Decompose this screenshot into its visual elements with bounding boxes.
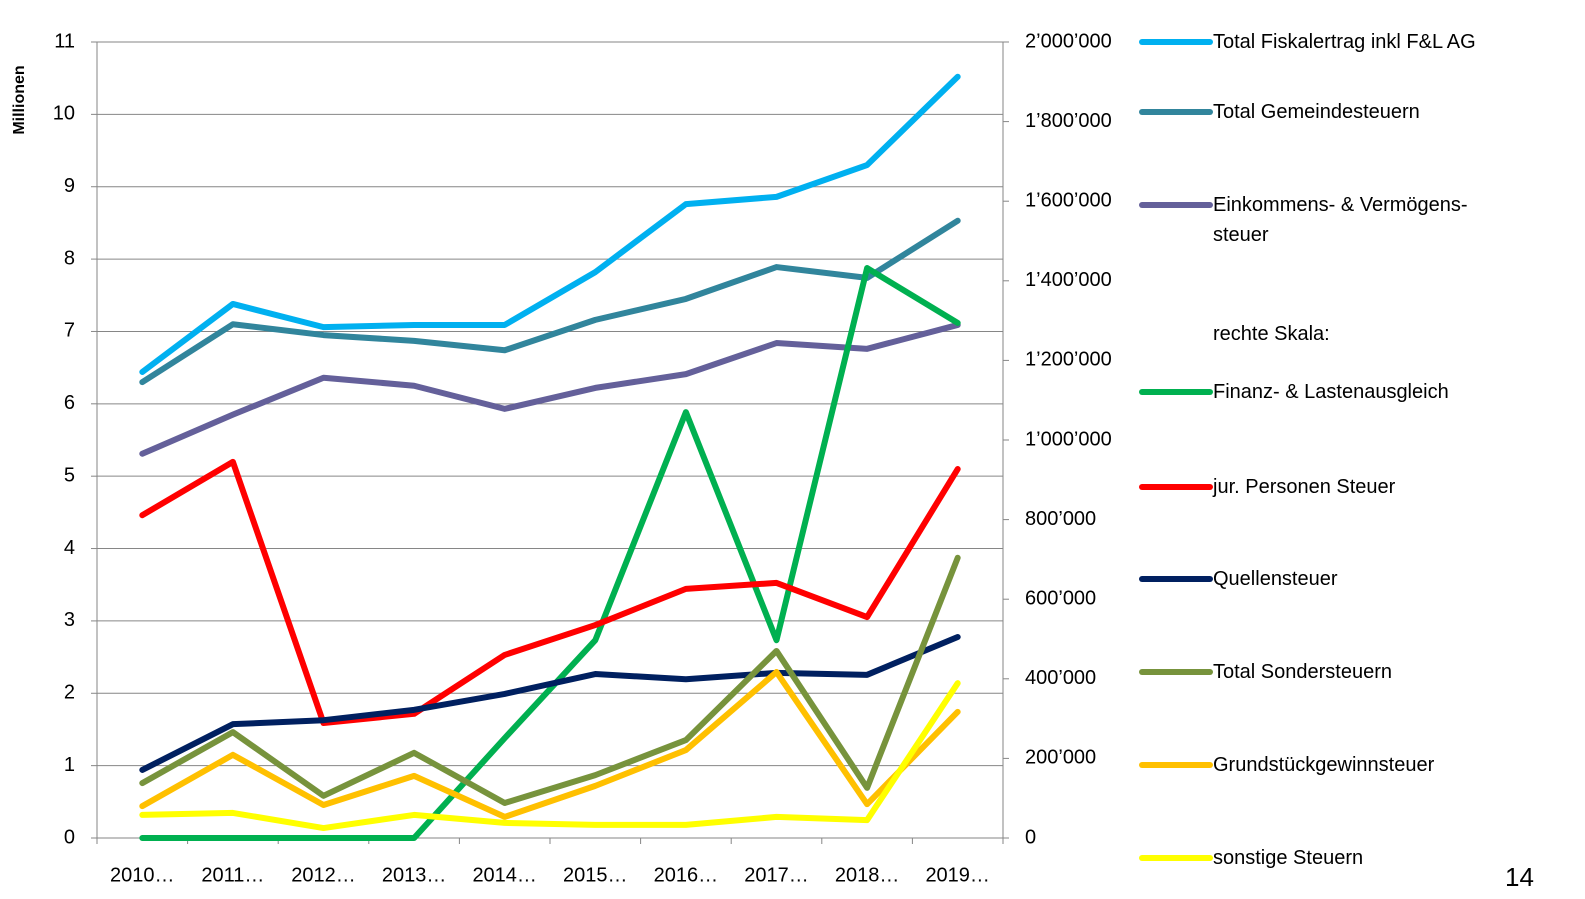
y2-tick-label: 400’000 bbox=[1025, 667, 1096, 689]
x-tick-label: 2012… bbox=[291, 864, 356, 886]
y-tick-label: 3 bbox=[64, 609, 75, 631]
y-tick-label: 4 bbox=[64, 537, 75, 559]
y-tick-label: 1 bbox=[64, 754, 75, 776]
page-number: 14 bbox=[1505, 862, 1534, 892]
x-tick-label: 2011… bbox=[201, 864, 264, 886]
legend-label: sonstige Steuern bbox=[1213, 847, 1364, 869]
y-tick-label: 7 bbox=[64, 320, 75, 342]
y-tick-label: 2 bbox=[64, 682, 75, 704]
y-tick-label: 6 bbox=[64, 392, 75, 414]
x-tick-label: 2017… bbox=[744, 864, 809, 886]
y2-tick-label: 2’000’000 bbox=[1025, 30, 1112, 52]
series-line bbox=[139, 634, 961, 773]
x-tick-label: 2016… bbox=[654, 864, 719, 886]
legend-label: Total Fiskalertrag inkl F&L AG bbox=[1213, 31, 1476, 53]
x-tick-label: 2010… bbox=[110, 864, 175, 886]
y-tick-label: 0 bbox=[64, 826, 75, 848]
y-axis-label: Millionen bbox=[11, 65, 28, 134]
legend-label: Finanz- & Lastenausgleich bbox=[1213, 381, 1449, 403]
y2-tick-label: 600’000 bbox=[1025, 587, 1096, 609]
legend-label: Einkommens- & Vermögens-steuer bbox=[1213, 194, 1468, 246]
series-line bbox=[139, 680, 961, 832]
series-line bbox=[139, 73, 961, 375]
series-line bbox=[139, 458, 961, 726]
y2-tick-label: 1’800’000 bbox=[1025, 110, 1112, 132]
y2-tick-label: 0 bbox=[1025, 826, 1036, 848]
x-tick-label: 2018… bbox=[835, 864, 900, 886]
series-line bbox=[139, 217, 961, 386]
y2-tick-label: 200’000 bbox=[1025, 747, 1096, 769]
y2-tick-label: 1’200’000 bbox=[1025, 349, 1112, 371]
x-tick-label: 2015… bbox=[563, 864, 628, 886]
y2-tick-label: 1’400’000 bbox=[1025, 269, 1112, 291]
x-tick-label: 2013… bbox=[382, 864, 447, 886]
y-tick-label: 5 bbox=[64, 464, 75, 486]
y-tick-label: 8 bbox=[64, 247, 75, 269]
x-tick-label: 2014… bbox=[472, 864, 537, 886]
series-line bbox=[139, 554, 961, 806]
series-line bbox=[139, 321, 961, 457]
y2-tick-label: 1’600’000 bbox=[1025, 189, 1112, 211]
y-tick-label: 10 bbox=[53, 103, 75, 125]
legend-label: jur. Personen Steuer bbox=[1213, 476, 1396, 498]
series-line bbox=[139, 669, 961, 820]
y-tick-label: 9 bbox=[64, 175, 75, 197]
legend-label: Total Gemeindesteuern bbox=[1213, 101, 1420, 123]
legend-label: Total Sondersteuern bbox=[1213, 661, 1393, 683]
legend-label: Grundstückgewinnsteuer bbox=[1213, 754, 1435, 776]
series-line bbox=[139, 265, 961, 841]
legend-label: Quellensteuer bbox=[1213, 568, 1338, 590]
y-tick-label: 11 bbox=[54, 30, 75, 52]
x-tick-label: 2019… bbox=[925, 864, 990, 886]
y2-tick-label: 1’000’000 bbox=[1025, 428, 1112, 450]
legend-note: rechte Skala: bbox=[1213, 323, 1330, 345]
y2-tick-label: 800’000 bbox=[1025, 508, 1096, 530]
